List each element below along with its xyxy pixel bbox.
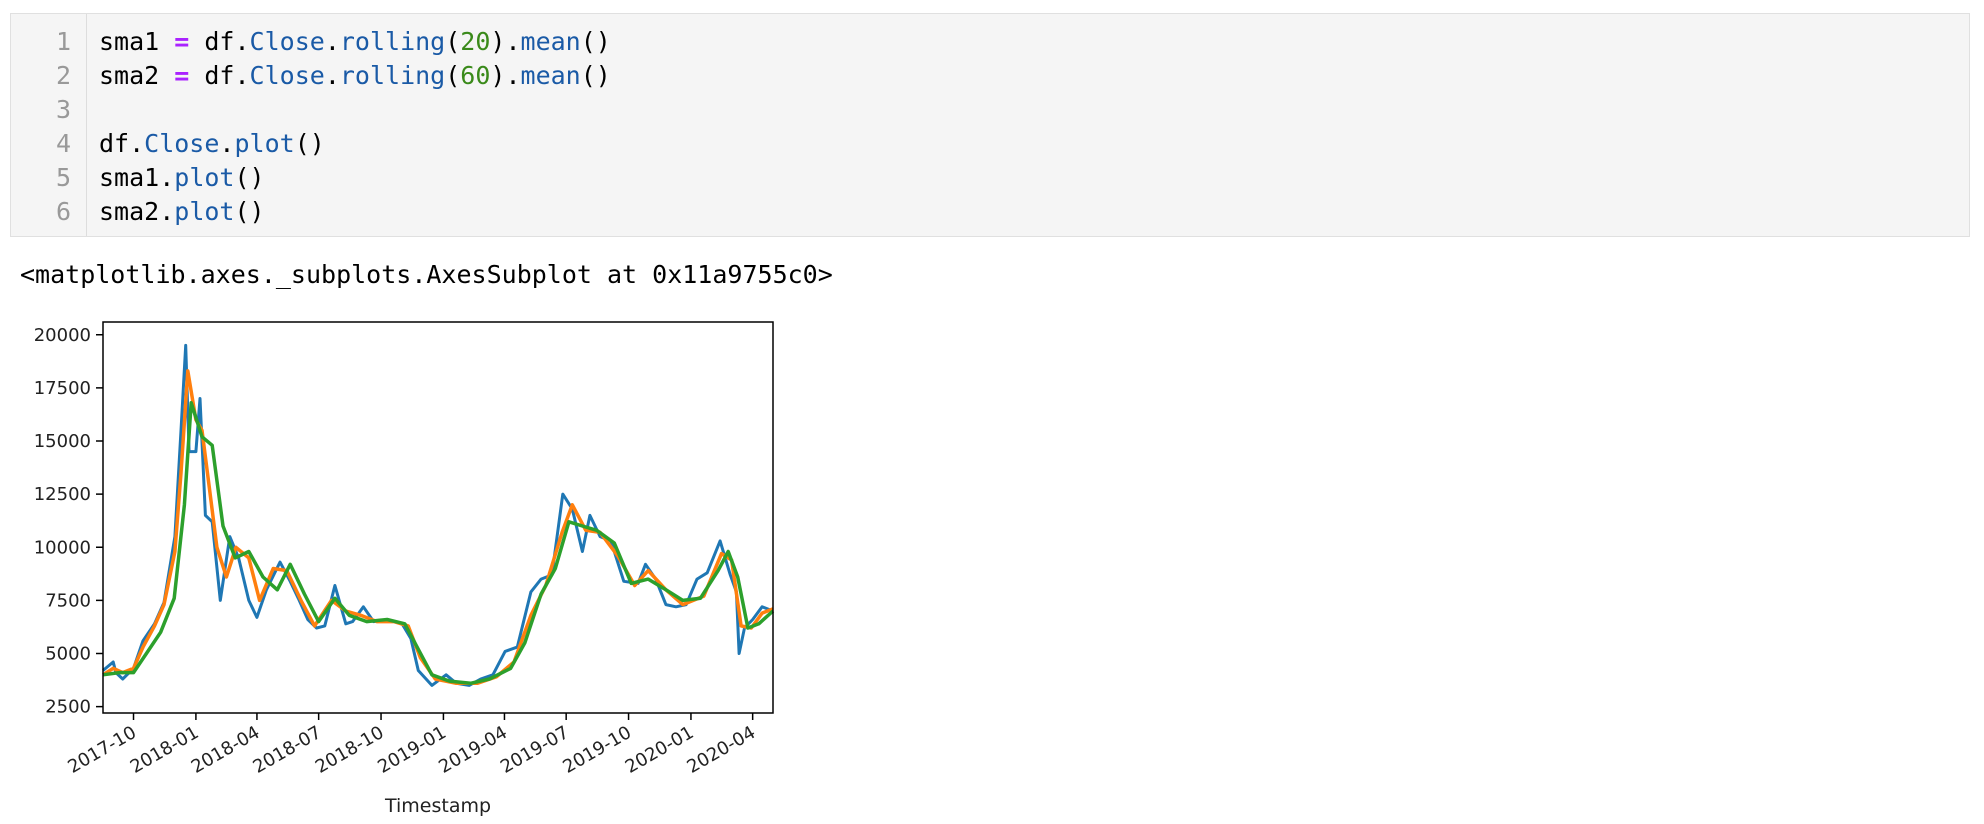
series-line-2 [102,369,774,686]
code-token: Close [249,27,325,56]
code-token: . [324,61,340,90]
x-tick-label: 2018-04 [188,722,264,778]
code-token: sma1. [99,163,175,192]
line-number: 6 [55,197,71,226]
code-token: = [174,27,190,56]
code-line: df.Close.plot() [99,127,611,161]
code-token: () [234,197,265,226]
x-tick-label: 2020-01 [622,722,698,778]
code-token: ( [445,61,461,90]
y-tick-label: 5000 [45,644,91,665]
y-tick-label: 2500 [45,697,91,718]
code-token: mean [520,27,581,56]
line-number: 4 [55,129,71,158]
code-cell[interactable]: 1 2 3 4 5 6 sma1 = df.Close.rolling(20).… [10,13,1970,237]
code-token: . [219,129,235,158]
x-tick-label: 2018-10 [312,722,388,778]
line-number-gutter: 1 2 3 4 5 6 [11,14,87,236]
plot-frame [102,321,774,714]
code-token: () [580,61,611,90]
x-tick-label: 2020-04 [684,722,760,778]
code-token: () [234,163,265,192]
code-token: plot [174,163,235,192]
code-token: ). [490,27,521,56]
line-chart: 2500 5000 7500 10000 12500 15000 17500 20000 201… [34,321,775,817]
code-token: 20 [460,27,491,56]
code-token: df. [99,129,145,158]
x-tick-label: 2019-07 [497,722,573,778]
y-tick-label: 17500 [34,378,91,399]
code-token: plot [234,129,295,158]
code-token: sma2. [99,197,175,226]
code-token: = [174,61,190,90]
line-number: 2 [55,61,71,90]
code-token: () [580,27,611,56]
code-token: Close [144,129,220,158]
code-token: ). [490,61,521,90]
code-token: df. [189,61,250,90]
x-axis-label: Timestamp [384,795,491,817]
x-tick-label: 2018-01 [127,722,203,778]
code-line: sma1.plot() [99,161,611,195]
x-tick-label: 2017-10 [64,722,140,778]
code-line: sma1 = df.Close.rolling(20).mean() [99,25,611,59]
code-editor[interactable]: sma1 = df.Close.rolling(20).mean() sma2 =… [87,14,611,236]
line-number: 3 [55,95,71,124]
code-token: ( [445,27,461,56]
code-token: 60 [460,61,491,90]
line-number: 5 [55,163,71,192]
code-token: () [294,129,325,158]
code-token: df. [189,27,250,56]
y-tick-label: 12500 [34,484,91,505]
x-tick-label: 2019-10 [559,722,635,778]
code-line: sma2 = df.Close.rolling(60).mean() [99,59,611,93]
code-token: . [324,27,340,56]
y-tick-label: 7500 [45,590,91,611]
x-tick-label: 2019-01 [374,722,450,778]
code-token: Close [249,61,325,90]
x-tick-label: 2019-04 [435,722,511,778]
y-tick-label: 15000 [34,431,91,452]
cell-output-text: <matplotlib.axes._subplots.AxesSubplot a… [20,260,833,289]
series-line-1 [102,343,774,687]
y-tick-label: 20000 [34,325,91,346]
code-line: sma2.plot() [99,195,611,229]
code-token: rolling [339,27,446,56]
y-tick-label: 10000 [34,537,91,558]
x-tick-label: 2018-07 [250,722,326,778]
code-token: rolling [339,61,446,90]
series-line-3 [102,401,775,686]
code-token: plot [174,197,235,226]
code-token: sma2 [99,61,175,90]
line-number: 1 [55,27,71,56]
code-token: mean [520,61,581,90]
code-line [99,93,611,127]
code-token: sma1 [99,27,175,56]
